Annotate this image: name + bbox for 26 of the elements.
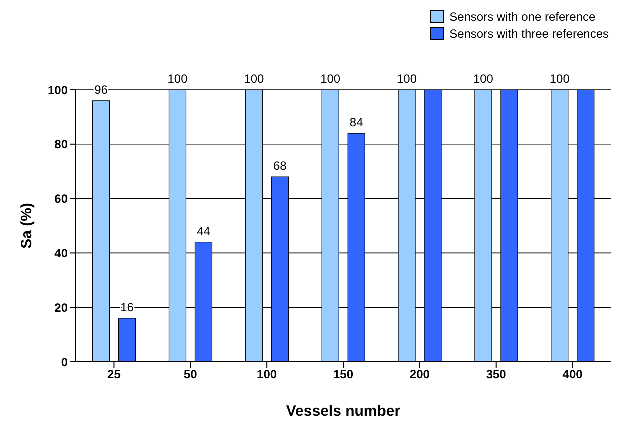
data-label: 68	[273, 159, 288, 174]
x-tick-label: 400	[562, 368, 584, 382]
x-axis-title: Vessels number	[286, 403, 401, 420]
data-label: 100	[550, 72, 570, 86]
data-label: 100	[168, 72, 188, 86]
y-tick-label: 20	[54, 300, 68, 315]
legend-label: Sensors with one reference	[450, 10, 596, 24]
x-tick-label: 350	[486, 368, 507, 382]
y-tick-label: 80	[54, 138, 68, 152]
data-label: 100	[244, 72, 265, 86]
x-tick-label: 50	[184, 368, 198, 382]
y-tick-label: 60	[54, 192, 68, 206]
y-axis-title: Sa (%)	[18, 203, 36, 249]
x-tick-label: 25	[108, 368, 122, 382]
x-tick-label: 150	[333, 368, 354, 382]
data-label: 100	[473, 72, 494, 86]
legend-label: Sensors with three references	[450, 26, 609, 40]
data-label: 44	[197, 224, 211, 238]
data-label: 100	[397, 72, 418, 86]
y-tick-label: 100	[48, 83, 68, 98]
y-tick-label: 40	[54, 246, 68, 260]
data-label: 84	[350, 116, 364, 130]
x-tick-label: 100	[257, 368, 278, 382]
y-tick-label: 0	[61, 355, 68, 370]
data-label: 100	[320, 72, 341, 86]
x-tick-label: 200	[410, 368, 430, 382]
